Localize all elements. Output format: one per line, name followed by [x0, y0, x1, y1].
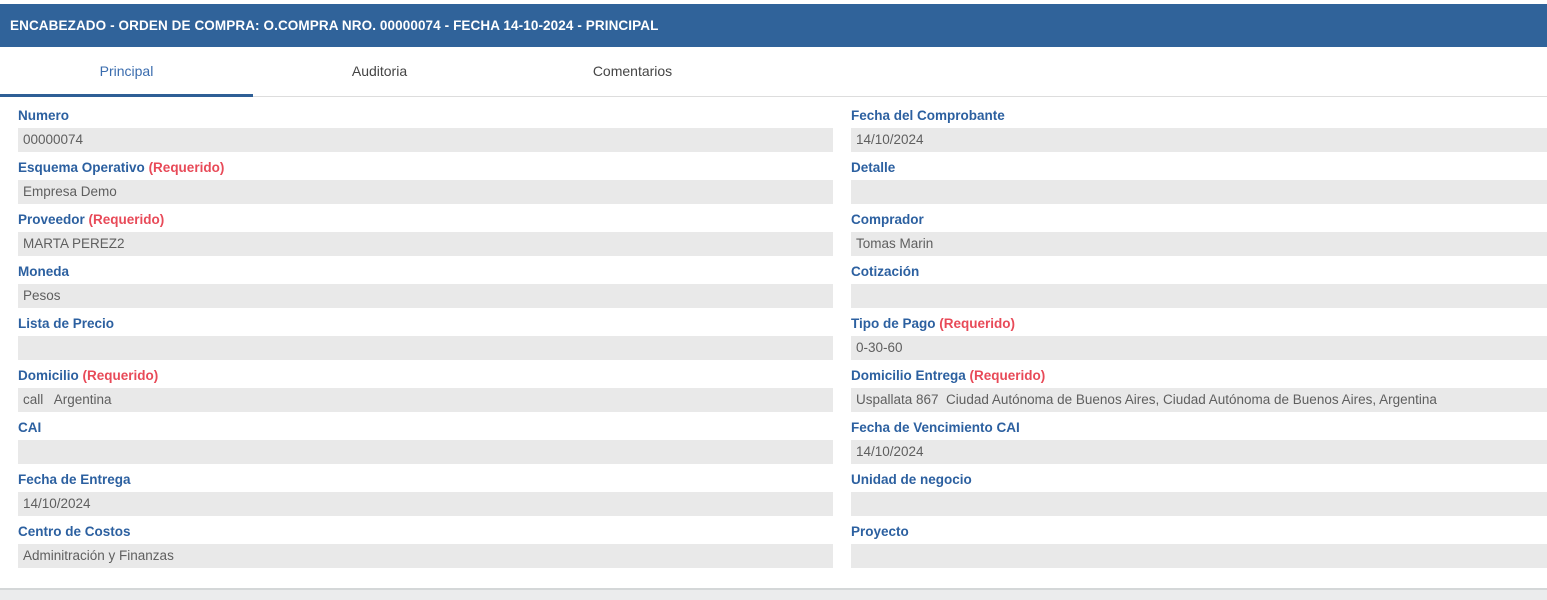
field-label-row: Domicilio Entrega (Requerido) — [851, 368, 1547, 384]
esquema-operativo-label: Esquema Operativo — [18, 160, 145, 175]
required-indicator: (Requerido) — [82, 368, 159, 383]
field-fecha-de-vencimiento-cai: Fecha de Vencimiento CAI 14/10/2024 — [851, 420, 1547, 472]
domicilio-input[interactable]: call Argentina — [18, 388, 833, 412]
field-label-row: Cotización — [851, 264, 1547, 280]
field-label-row: Domicilio (Requerido) — [18, 368, 833, 384]
centro-de-costos-input[interactable]: Adminitración y Finanzas — [18, 544, 833, 568]
field-numero: Numero 00000074 — [18, 108, 833, 160]
field-label-row: Comprador — [851, 212, 1547, 228]
tab-label: Principal — [99, 62, 154, 79]
field-label-row: Esquema Operativo (Requerido) — [18, 160, 833, 176]
field-label-row: Fecha del Comprobante — [851, 108, 1547, 124]
bottom-scrollbar-strip — [0, 588, 1547, 600]
field-proyecto: Proyecto — [851, 524, 1547, 576]
field-centro-de-costos: Centro de Costos Adminitración y Finanzas — [18, 524, 833, 576]
required-indicator: (Requerido) — [969, 368, 1046, 383]
field-moneda: Moneda Pesos — [18, 264, 833, 316]
field-fecha-del-comprobante: Fecha del Comprobante 14/10/2024 — [851, 108, 1547, 160]
field-label-row: Detalle — [851, 160, 1547, 176]
proveedor-label: Proveedor — [18, 212, 85, 227]
field-label-row: Numero — [18, 108, 833, 124]
centro-de-costos-label: Centro de Costos — [18, 524, 131, 539]
unidad-de-negocio-input[interactable] — [851, 492, 1547, 516]
cai-input[interactable] — [18, 440, 833, 464]
cotizacion-input[interactable] — [851, 284, 1547, 308]
unidad-de-negocio-label: Unidad de negocio — [851, 472, 972, 487]
domicilio-label: Domicilio — [18, 368, 79, 383]
field-label-row: Centro de Costos — [18, 524, 833, 540]
page-title: ENCABEZADO - ORDEN DE COMPRA: O.COMPRA N… — [10, 18, 659, 33]
domicilio-entrega-label: Domicilio Entrega — [851, 368, 966, 383]
field-label-row: Lista de Precio — [18, 316, 833, 332]
field-tipo-de-pago: Tipo de Pago (Requerido) 0-30-60 — [851, 316, 1547, 368]
field-fecha-de-entrega: Fecha de Entrega 14/10/2024 — [18, 472, 833, 524]
field-label-row: Tipo de Pago (Requerido) — [851, 316, 1547, 332]
tab-label: Auditoria — [351, 62, 408, 79]
cotizacion-label: Cotización — [851, 264, 920, 279]
field-label-row: Fecha de Vencimiento CAI — [851, 420, 1547, 436]
field-cotizacion: Cotización — [851, 264, 1547, 316]
tab-principal[interactable]: Principal — [0, 47, 253, 97]
tab-auditoria[interactable]: Auditoria — [253, 47, 506, 97]
field-label-row: Moneda — [18, 264, 833, 280]
lista-de-precio-label: Lista de Precio — [18, 316, 115, 331]
fecha-de-entrega-input[interactable]: 14/10/2024 — [18, 492, 833, 516]
tab-comentarios[interactable]: Comentarios — [506, 47, 759, 97]
required-indicator: (Requerido) — [939, 316, 1016, 331]
fecha-de-vencimiento-cai-label: Fecha de Vencimiento CAI — [851, 420, 1020, 435]
purchase-order-header-page: ENCABEZADO - ORDEN DE COMPRA: O.COMPRA N… — [0, 4, 1547, 600]
form-column-left: Numero 00000074 Esquema Operativo (Requeri… — [18, 108, 833, 576]
field-cai: CAI — [18, 420, 833, 472]
fecha-de-vencimiento-cai-input[interactable]: 14/10/2024 — [851, 440, 1547, 464]
tab-label: Comentarios — [592, 62, 673, 79]
field-esquema-operativo: Esquema Operativo (Requerido) Empresa Dem… — [18, 160, 833, 212]
tab-bar: Principal Auditoria Comentarios — [0, 47, 1547, 97]
field-label-row: Fecha de Entrega — [18, 472, 833, 488]
field-domicilio-entrega: Domicilio Entrega (Requerido) Uspallata 8… — [851, 368, 1547, 420]
tipo-de-pago-input[interactable]: 0-30-60 — [851, 336, 1547, 360]
moneda-label: Moneda — [18, 264, 70, 279]
esquema-operativo-input[interactable]: Empresa Demo — [18, 180, 833, 204]
field-unidad-de-negocio: Unidad de negocio — [851, 472, 1547, 524]
field-comprador: Comprador Tomas Marin — [851, 212, 1547, 264]
fecha-del-comprobante-label: Fecha del Comprobante — [851, 108, 1005, 123]
lista-de-precio-input[interactable] — [18, 336, 833, 360]
proyecto-label: Proyecto — [851, 524, 909, 539]
cai-label: CAI — [18, 420, 42, 435]
required-indicator: (Requerido) — [148, 160, 225, 175]
form-column-right: Fecha del Comprobante 14/10/2024 Detalle Co… — [851, 108, 1547, 576]
numero-input[interactable]: 00000074 — [18, 128, 833, 152]
comprador-label: Comprador — [851, 212, 924, 227]
field-lista-de-precio: Lista de Precio — [18, 316, 833, 368]
domicilio-entrega-input[interactable]: Uspallata 867 Ciudad Autónoma de Buenos … — [851, 388, 1547, 412]
fecha-de-entrega-label: Fecha de Entrega — [18, 472, 131, 487]
form-area: Numero 00000074 Esquema Operativo (Requeri… — [0, 97, 1547, 576]
moneda-input[interactable]: Pesos — [18, 284, 833, 308]
comprador-input[interactable]: Tomas Marin — [851, 232, 1547, 256]
fecha-del-comprobante-input[interactable]: 14/10/2024 — [851, 128, 1547, 152]
detalle-label: Detalle — [851, 160, 896, 175]
detalle-input[interactable] — [851, 180, 1547, 204]
field-label-row: CAI — [18, 420, 833, 436]
window-title-bar: ENCABEZADO - ORDEN DE COMPRA: O.COMPRA N… — [0, 4, 1547, 47]
field-proveedor: Proveedor (Requerido) MARTA PEREZ2 — [18, 212, 833, 264]
proyecto-input[interactable] — [851, 544, 1547, 568]
field-label-row: Unidad de negocio — [851, 472, 1547, 488]
tipo-de-pago-label: Tipo de Pago — [851, 316, 936, 331]
numero-label: Numero — [18, 108, 70, 123]
field-domicilio: Domicilio (Requerido) call Argentina — [18, 368, 833, 420]
proveedor-input[interactable]: MARTA PEREZ2 — [18, 232, 833, 256]
required-indicator: (Requerido) — [88, 212, 165, 227]
field-label-row: Proveedor (Requerido) — [18, 212, 833, 228]
field-label-row: Proyecto — [851, 524, 1547, 540]
field-detalle: Detalle — [851, 160, 1547, 212]
